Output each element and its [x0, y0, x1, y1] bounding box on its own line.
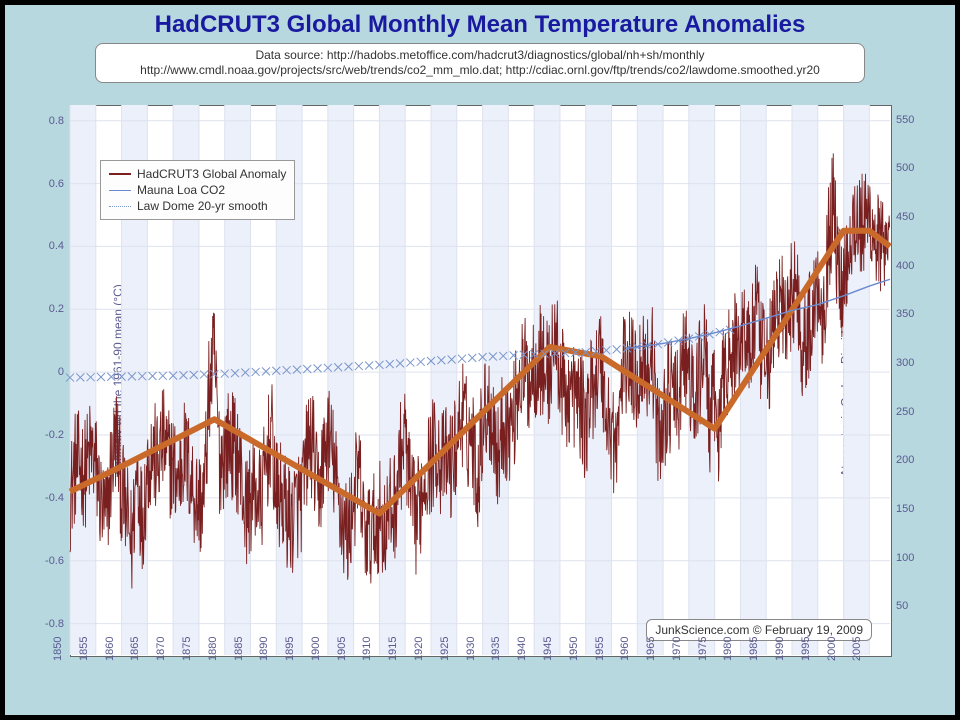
xtick: 1915: [387, 637, 399, 661]
xtick: 1930: [465, 637, 477, 661]
legend-item: Law Dome 20-yr smooth: [109, 199, 286, 213]
data-source-line2: http://www.cmdl.noaa.gov/projects/src/we…: [102, 63, 858, 78]
ytick-right: 250: [896, 406, 914, 418]
xtick: 1980: [722, 637, 734, 661]
ytick-left: -0.6: [45, 555, 64, 567]
xtick: 1985: [748, 637, 760, 661]
chart-title: HadCRUT3 Global Monthly Mean Temperature…: [5, 11, 955, 39]
xtick: 1850: [52, 637, 64, 661]
xtick: 1960: [619, 637, 631, 661]
xtick: 1955: [594, 637, 606, 661]
ytick-left: 0.4: [49, 240, 64, 252]
xtick: 1945: [542, 637, 554, 661]
xtick: 1875: [181, 637, 193, 661]
ytick-left: -0.2: [45, 429, 64, 441]
ytick-right: 150: [896, 503, 914, 515]
data-source-line1: Data source: http://hadobs.metoffice.com…: [102, 48, 858, 63]
legend-swatch: [109, 173, 131, 175]
ytick-right: 500: [896, 162, 914, 174]
ytick-right: 50: [896, 600, 908, 612]
ytick-left: 0.6: [49, 178, 64, 190]
xtick: 1870: [155, 637, 167, 661]
ytick-right: 100: [896, 552, 914, 564]
plot-area: Anomaly wrt the 1961-90 mean (°C) Atmosp…: [70, 105, 890, 655]
ytick-right: 350: [896, 308, 914, 320]
xtick: 1905: [336, 637, 348, 661]
ytick-left: 0.8: [49, 115, 64, 127]
legend-swatch: [109, 190, 131, 191]
xtick: 1975: [697, 637, 709, 661]
xtick: 1910: [361, 637, 373, 661]
xtick: 1900: [310, 637, 322, 661]
ytick-left: -0.4: [45, 492, 64, 504]
legend-item: HadCRUT3 Global Anomaly: [109, 167, 286, 181]
ytick-right: 550: [896, 114, 914, 126]
xtick: 1885: [233, 637, 245, 661]
xtick: 2000: [826, 637, 838, 661]
legend-label: Law Dome 20-yr smooth: [137, 199, 268, 213]
ytick-left: -0.8: [45, 618, 64, 630]
xtick: 1890: [258, 637, 270, 661]
legend-swatch: [109, 206, 131, 207]
ytick-right: 300: [896, 357, 914, 369]
data-source-box: Data source: http://hadobs.metoffice.com…: [95, 43, 865, 83]
legend-item: Mauna Loa CO2: [109, 183, 286, 197]
xtick: 1925: [439, 637, 451, 661]
xtick: 1855: [78, 637, 90, 661]
xtick: 1970: [671, 637, 683, 661]
xtick: 1895: [284, 637, 296, 661]
xtick: 1860: [104, 637, 116, 661]
ytick-left: 0: [58, 366, 64, 378]
xtick: 2005: [851, 637, 863, 661]
xtick: 1950: [568, 637, 580, 661]
xtick: 1995: [800, 637, 812, 661]
xtick: 1965: [645, 637, 657, 661]
xtick: 1940: [516, 637, 528, 661]
ytick-left: 0.2: [49, 303, 64, 315]
ytick-right: 200: [896, 454, 914, 466]
xtick: 1920: [413, 637, 425, 661]
ytick-right: 450: [896, 211, 914, 223]
chart-card: HadCRUT3 Global Monthly Mean Temperature…: [5, 5, 955, 715]
xtick: 1880: [207, 637, 219, 661]
xtick: 1865: [129, 637, 141, 661]
legend-label: HadCRUT3 Global Anomaly: [137, 167, 286, 181]
legend-box: HadCRUT3 Global Anomaly Mauna Loa CO2 Law …: [100, 160, 295, 220]
ytick-right: 400: [896, 260, 914, 272]
xtick: 1935: [490, 637, 502, 661]
legend-label: Mauna Loa CO2: [137, 183, 225, 197]
xtick: 1990: [774, 637, 786, 661]
